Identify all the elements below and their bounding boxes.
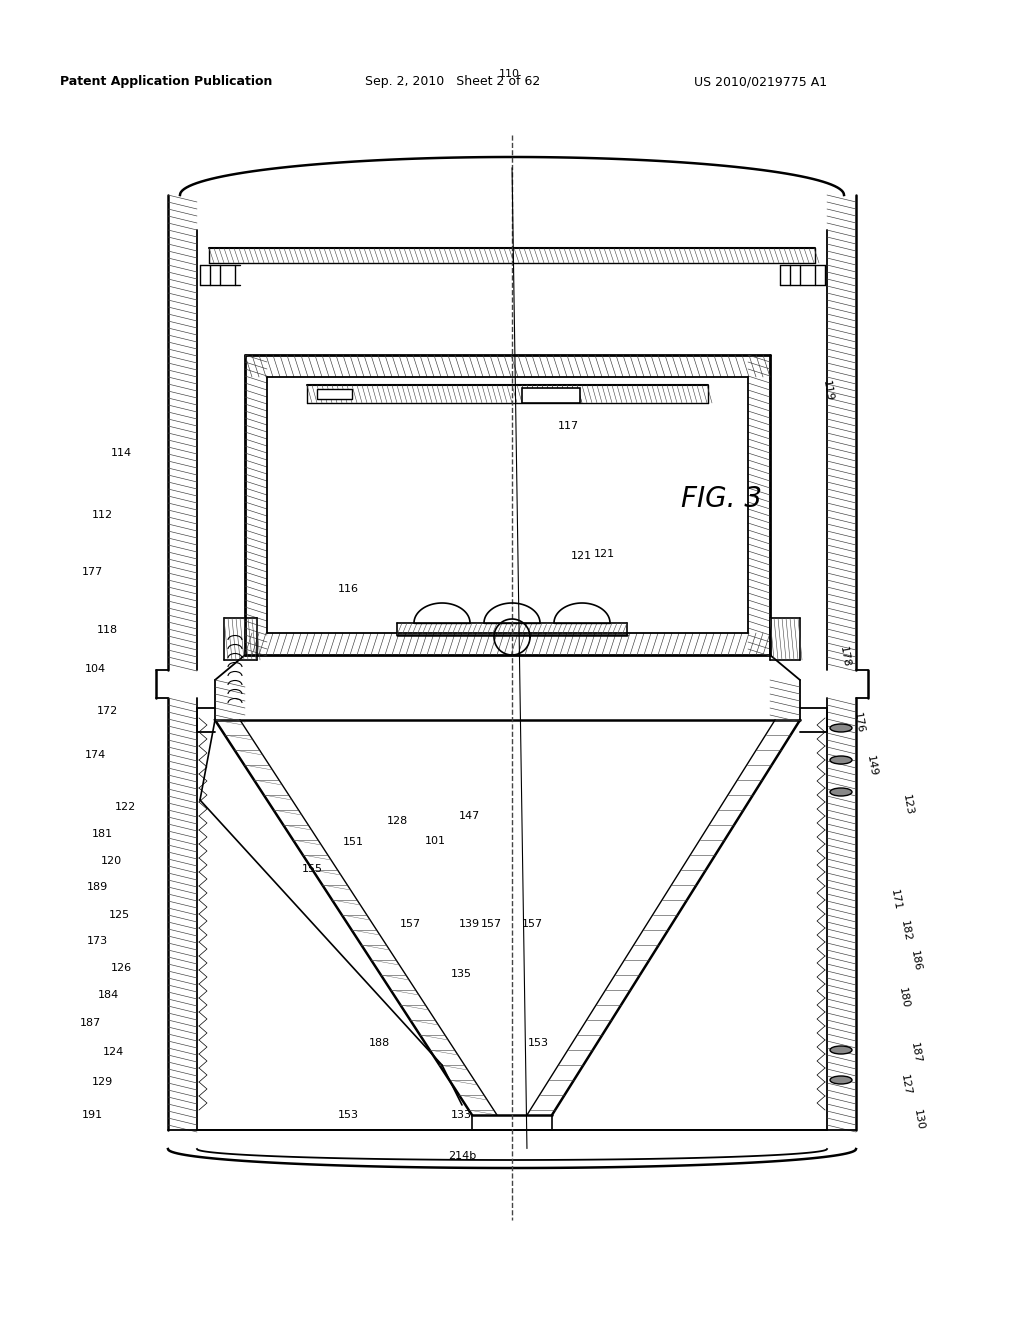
Text: 129: 129 <box>92 1077 114 1088</box>
Text: 128: 128 <box>387 816 409 826</box>
Text: 176: 176 <box>852 711 865 735</box>
Bar <box>317 389 352 399</box>
Text: 124: 124 <box>102 1047 124 1057</box>
Text: 157: 157 <box>399 919 421 929</box>
Ellipse shape <box>830 1045 852 1053</box>
Text: 112: 112 <box>92 510 114 520</box>
Text: 133: 133 <box>451 1110 472 1121</box>
Text: 114: 114 <box>111 447 132 458</box>
Text: 173: 173 <box>87 936 109 946</box>
Text: 174: 174 <box>85 750 106 760</box>
Text: US 2010/0219775 A1: US 2010/0219775 A1 <box>694 75 827 88</box>
Text: 149: 149 <box>865 754 879 777</box>
Ellipse shape <box>830 723 852 733</box>
Text: 187: 187 <box>909 1041 923 1065</box>
Text: 177: 177 <box>82 566 103 577</box>
Text: 120: 120 <box>100 855 122 866</box>
Text: FIG. 3: FIG. 3 <box>681 484 762 513</box>
Text: 153: 153 <box>338 1110 359 1121</box>
Text: 157: 157 <box>522 919 544 929</box>
Text: 104: 104 <box>85 664 106 675</box>
Text: 214b: 214b <box>449 1151 476 1162</box>
Text: 182: 182 <box>899 919 912 942</box>
Text: 122: 122 <box>115 801 136 812</box>
Text: 178: 178 <box>838 645 851 669</box>
Text: 171: 171 <box>889 888 902 912</box>
Text: 151: 151 <box>343 837 365 847</box>
Text: 125: 125 <box>109 909 130 920</box>
Text: 172: 172 <box>97 706 119 717</box>
Ellipse shape <box>830 756 852 764</box>
Text: Sep. 2, 2010   Sheet 2 of 62: Sep. 2, 2010 Sheet 2 of 62 <box>365 75 541 88</box>
Text: 189: 189 <box>87 882 109 892</box>
Text: 119: 119 <box>821 379 835 403</box>
Text: 126: 126 <box>111 962 132 973</box>
Text: 130: 130 <box>911 1109 925 1130</box>
Text: 118: 118 <box>97 624 119 635</box>
Text: 135: 135 <box>451 969 472 979</box>
Text: 117: 117 <box>558 421 580 432</box>
Ellipse shape <box>830 1076 852 1084</box>
Text: 188: 188 <box>369 1038 390 1048</box>
Text: 116: 116 <box>338 583 359 594</box>
Text: 123: 123 <box>901 793 914 817</box>
Text: Patent Application Publication: Patent Application Publication <box>60 75 272 88</box>
Text: 139: 139 <box>459 919 480 929</box>
Text: 191: 191 <box>82 1110 103 1121</box>
Text: 180: 180 <box>897 986 910 1010</box>
Text: 121: 121 <box>570 550 592 561</box>
Text: 186: 186 <box>909 949 923 973</box>
Text: 121: 121 <box>594 549 615 560</box>
Bar <box>522 388 580 403</box>
Text: 181: 181 <box>92 829 114 840</box>
Ellipse shape <box>830 788 852 796</box>
Text: 157: 157 <box>481 919 503 929</box>
Text: 153: 153 <box>527 1038 549 1048</box>
Text: 184: 184 <box>98 990 120 1001</box>
Text: 110: 110 <box>499 69 519 79</box>
Text: 155: 155 <box>302 863 324 874</box>
Text: 127: 127 <box>899 1073 912 1097</box>
Text: 101: 101 <box>425 836 446 846</box>
Text: 187: 187 <box>80 1018 101 1028</box>
Text: 147: 147 <box>459 810 480 821</box>
